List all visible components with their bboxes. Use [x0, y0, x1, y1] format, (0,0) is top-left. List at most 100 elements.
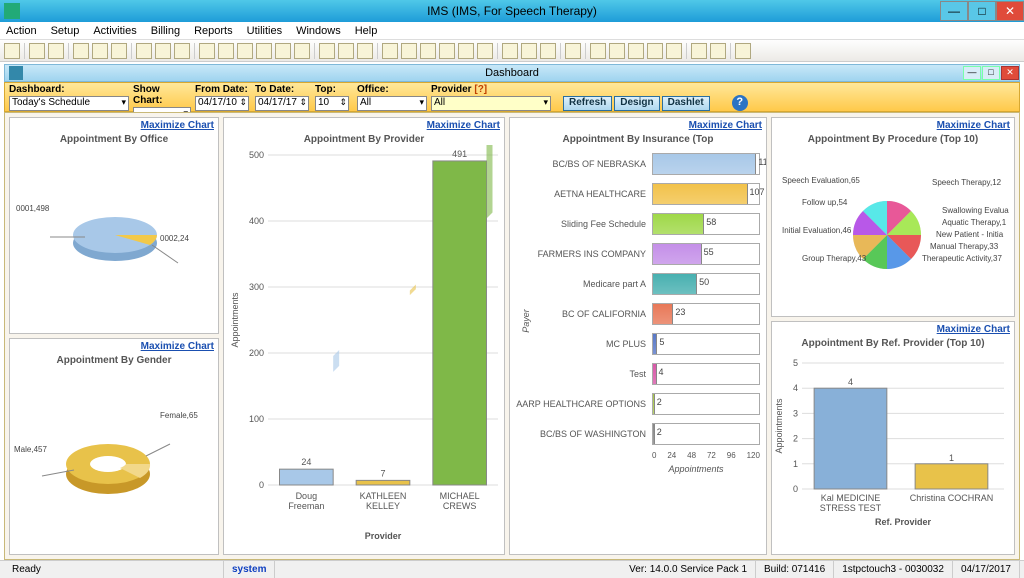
toolbar-icon[interactable] [111, 43, 127, 59]
toolbar-icon[interactable] [735, 43, 751, 59]
dash-close-button[interactable]: ✕ [1001, 66, 1019, 80]
toolbar-icon[interactable] [218, 43, 234, 59]
workspace: Maximize Chart Appointment By Office 000… [4, 112, 1020, 560]
toolbar-icon[interactable] [73, 43, 89, 59]
menu-billing[interactable]: Billing [151, 25, 180, 37]
toolbar-icon[interactable] [256, 43, 272, 59]
maximize-link[interactable]: Maximize Chart [427, 120, 500, 131]
provider-select[interactable]: All [431, 96, 551, 111]
maximize-link[interactable]: Maximize Chart [689, 120, 762, 131]
menu-utilities[interactable]: Utilities [247, 25, 282, 37]
dash-max-button[interactable]: □ [982, 66, 1000, 80]
label-fromdate: From Date: [195, 84, 251, 95]
label-showchart: Show Chart: [133, 84, 191, 106]
svg-text:Kal MEDICINE: Kal MEDICINE [821, 493, 881, 503]
todate-input[interactable]: 04/17/17 [255, 96, 309, 111]
maximize-link[interactable]: Maximize Chart [937, 324, 1010, 335]
toolbar-icon[interactable] [540, 43, 556, 59]
toolbar-icon[interactable] [628, 43, 644, 59]
toolbar-icon[interactable] [237, 43, 253, 59]
panel-refprov: Maximize Chart Appointment By Ref. Provi… [771, 321, 1015, 555]
svg-text:100: 100 [249, 414, 264, 424]
maximize-link[interactable]: Maximize Chart [141, 341, 214, 352]
provider-barchart: 010020030040050024DougFreeman7KATHLEENKE… [224, 145, 505, 545]
status-build: Build: 071416 [756, 561, 834, 578]
fromdate-input[interactable]: 04/17/10 [195, 96, 249, 111]
panel-title: Appointment By Ref. Provider (Top 10) [772, 338, 1014, 349]
toolbar-icon[interactable] [691, 43, 707, 59]
svg-text:5: 5 [793, 358, 798, 368]
toolbar-icon[interactable] [174, 43, 190, 59]
svg-text:MICHAEL: MICHAEL [440, 491, 480, 501]
svg-text:Ref. Provider: Ref. Provider [875, 517, 932, 527]
status-machine: 1stpctouch3 - 0030032 [834, 561, 953, 578]
toolbar-icon[interactable] [48, 43, 64, 59]
menu-reports[interactable]: Reports [194, 25, 233, 37]
svg-text:0: 0 [793, 484, 798, 494]
svg-text:0: 0 [259, 480, 264, 490]
toolbar-icon[interactable] [92, 43, 108, 59]
dashboard-icon [9, 66, 23, 80]
toolbar-icon[interactable] [458, 43, 474, 59]
toolbar-icon[interactable] [319, 43, 335, 59]
svg-text:Provider: Provider [365, 531, 402, 541]
toolbar-icon[interactable] [155, 43, 171, 59]
status-date: 04/17/2017 [953, 561, 1020, 578]
toolbar-icon[interactable] [382, 43, 398, 59]
menu-help[interactable]: Help [355, 25, 378, 37]
panel-office: Maximize Chart Appointment By Office 000… [9, 117, 219, 334]
svg-text:Christina COCHRAN: Christina COCHRAN [910, 493, 994, 503]
toolbar-icon[interactable] [710, 43, 726, 59]
menubar: Action Setup Activities Billing Reports … [0, 22, 1024, 40]
svg-text:4: 4 [848, 377, 853, 387]
close-button[interactable]: ✕ [996, 1, 1024, 21]
toolbar-icon[interactable] [477, 43, 493, 59]
svg-text:500: 500 [249, 150, 264, 160]
toolbar-icon[interactable] [401, 43, 417, 59]
toolbar-icon[interactable] [420, 43, 436, 59]
toolbar-icon[interactable] [590, 43, 606, 59]
dashlet-button[interactable]: Dashlet [662, 96, 710, 111]
svg-text:4: 4 [793, 383, 798, 393]
toolbar-icon[interactable] [357, 43, 373, 59]
maximize-button[interactable]: □ [968, 1, 996, 21]
maximize-link[interactable]: Maximize Chart [141, 120, 214, 131]
toolbar-icon[interactable] [136, 43, 152, 59]
label-top: Top: [315, 84, 353, 95]
design-button[interactable]: Design [614, 96, 659, 111]
toolbar-icon[interactable] [439, 43, 455, 59]
refresh-button[interactable]: Refresh [563, 96, 612, 111]
office-select[interactable]: All [357, 96, 427, 111]
menu-activities[interactable]: Activities [93, 25, 136, 37]
toolbar-icon[interactable] [29, 43, 45, 59]
dashboard-select[interactable]: Today's Schedule [9, 96, 129, 111]
app-icon [4, 3, 20, 19]
toolbar-icon[interactable] [275, 43, 291, 59]
help-icon[interactable]: ? [732, 95, 748, 111]
minimize-button[interactable]: — [940, 1, 968, 21]
svg-text:STRESS TEST: STRESS TEST [820, 503, 882, 513]
toolbar-icon[interactable] [666, 43, 682, 59]
menu-windows[interactable]: Windows [296, 25, 341, 37]
refprov-barchart: 0123454Kal MEDICINESTRESS TEST1Christina… [772, 349, 1012, 529]
svg-text:Appointments: Appointments [774, 398, 784, 454]
panel-gender: Maximize Chart Appointment By Gender Mal… [9, 338, 219, 555]
toolbar-icon[interactable] [502, 43, 518, 59]
menu-action[interactable]: Action [6, 25, 37, 37]
toolbar-icon[interactable] [199, 43, 215, 59]
toolbar-icon[interactable] [4, 43, 20, 59]
toolbar-icon[interactable] [338, 43, 354, 59]
toolbar-icon[interactable] [521, 43, 537, 59]
statusbar: Ready system Ver: 14.0.0 Service Pack 1 … [0, 560, 1024, 578]
panel-provider: Maximize Chart Appointment By Provider 0… [223, 117, 505, 555]
dash-min-button[interactable]: — [963, 66, 981, 80]
toolbar-icon[interactable] [565, 43, 581, 59]
maximize-link[interactable]: Maximize Chart [937, 120, 1010, 131]
menu-setup[interactable]: Setup [51, 25, 80, 37]
svg-text:7: 7 [380, 468, 385, 478]
svg-text:1: 1 [793, 459, 798, 469]
toolbar-icon[interactable] [609, 43, 625, 59]
toolbar-icon[interactable] [647, 43, 663, 59]
top-input[interactable]: 10 [315, 96, 349, 111]
toolbar-icon[interactable] [294, 43, 310, 59]
